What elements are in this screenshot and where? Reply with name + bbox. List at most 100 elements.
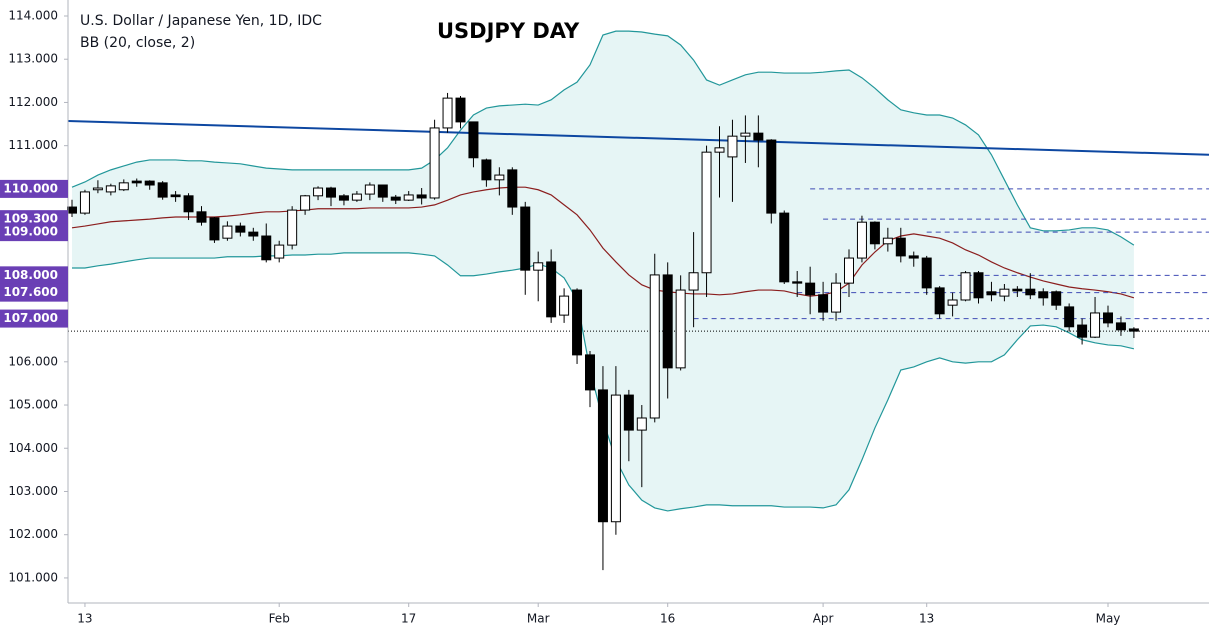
candle-body: [157, 182, 168, 198]
x-tick-label: 16: [660, 612, 675, 626]
candle-body: [455, 97, 466, 123]
x-tick-label: Mar: [527, 612, 550, 626]
candle-body: [481, 159, 492, 181]
candle-body: [856, 221, 867, 259]
candle-body: [1090, 312, 1101, 338]
candle-body: [1051, 291, 1062, 306]
bb-line: [71, 186, 1135, 299]
candle-body: [209, 217, 220, 241]
x-tick-label: Apr: [813, 612, 834, 626]
candle-body: [740, 132, 751, 137]
candle-body: [869, 221, 880, 245]
level-label: 109.300: [3, 212, 58, 226]
candle-body: [844, 257, 854, 284]
candle-body: [274, 244, 285, 259]
candle-body: [429, 127, 440, 199]
candle-body: [1103, 312, 1113, 324]
x-tick-label: 13: [77, 612, 92, 626]
level-label-box: [0, 179, 68, 198]
y-tick-label: 111.000: [8, 138, 58, 152]
candle-body: [921, 257, 932, 289]
candle-body: [300, 195, 311, 211]
x-tick-label: 17: [401, 612, 416, 626]
candle-body: [934, 287, 945, 315]
candle-body: [701, 151, 712, 274]
chart-title: USDJPY DAY: [437, 19, 580, 43]
y-tick-label: 113.000: [8, 52, 58, 66]
candle-body: [287, 209, 298, 246]
candle-body: [351, 193, 362, 201]
x-tick-label: May: [1096, 612, 1121, 626]
overlay-lines: [67, 120, 1209, 332]
candle-body: [222, 225, 233, 239]
candle-body: [105, 185, 116, 193]
candle-body: [818, 294, 829, 313]
candle-body: [1025, 288, 1036, 296]
y-tick-label: 112.000: [8, 95, 58, 109]
candle-body: [947, 299, 958, 306]
candle-body: [235, 225, 246, 233]
candle-body: [67, 206, 77, 214]
y-tick-label: 103.000: [8, 484, 58, 498]
symbol-label: U.S. Dollar / Japanese Yen, 1D, IDC: [80, 13, 322, 29]
candle-body: [610, 394, 621, 523]
candle-body: [766, 139, 777, 214]
y-tick-label: 102.000: [8, 527, 58, 541]
candle-body: [118, 182, 129, 191]
candle-body: [338, 195, 349, 201]
candle-body: [326, 187, 336, 198]
candle-body: [170, 194, 181, 198]
candle-body: [753, 132, 764, 141]
candle-body: [416, 194, 427, 199]
trendline: [67, 120, 1209, 156]
candle-body: [364, 184, 375, 195]
level-label: 107.600: [3, 285, 58, 299]
candle-body: [442, 97, 453, 129]
candle-body: [572, 289, 583, 356]
candle-body: [792, 281, 803, 284]
candle-body: [1115, 322, 1126, 331]
level-label: 108.000: [3, 268, 58, 282]
x-tick-label: 13: [919, 612, 934, 626]
level-label-box: [0, 283, 68, 302]
candle-body: [261, 235, 272, 261]
candle-body: [675, 289, 686, 369]
candle-body: [144, 180, 155, 186]
candle-body: [973, 272, 984, 299]
candle-body: [520, 206, 531, 271]
candle-body: [688, 272, 699, 291]
y-tick-label: 101.000: [8, 570, 58, 584]
y-tick-label: 104.000: [8, 441, 58, 455]
y-tick-label: 114.000: [8, 8, 58, 22]
indicator-label: BB (20, close, 2): [80, 35, 195, 51]
candle-body: [533, 262, 544, 271]
candle-body: [623, 394, 634, 431]
candle-body: [636, 417, 647, 431]
candle-body: [468, 121, 479, 159]
bb-line: [71, 30, 1135, 246]
candle-body: [196, 211, 207, 223]
band-fill: [72, 31, 1134, 511]
candle-body: [183, 195, 194, 213]
candle-body: [1012, 288, 1023, 292]
candle-body: [908, 255, 919, 259]
candles: [67, 92, 1139, 571]
candle-body: [727, 135, 738, 158]
candle-body: [1128, 328, 1139, 332]
level-label: 107.000: [3, 311, 58, 325]
level-label-box: [0, 309, 68, 328]
candle-body: [960, 272, 971, 301]
candle-body: [131, 180, 142, 184]
candle-body: [597, 389, 608, 523]
candle-body: [831, 282, 842, 313]
candle-body: [1038, 291, 1049, 299]
candle-body: [805, 282, 816, 296]
candle-body: [986, 291, 997, 296]
candle-body: [79, 191, 90, 214]
candle-body: [403, 194, 414, 201]
y-tick-label: 106.000: [8, 354, 58, 368]
level-label: 110.000: [3, 181, 58, 195]
